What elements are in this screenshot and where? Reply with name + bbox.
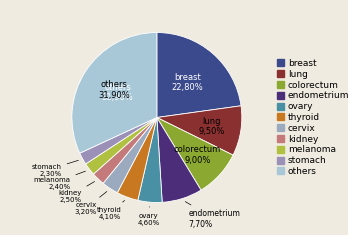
Text: endometrium
7,70%: endometrium 7,70% (185, 202, 240, 228)
Text: stomach
2,30%: stomach 2,30% (32, 160, 78, 177)
Text: kidney
2,50%: kidney 2,50% (58, 182, 95, 203)
Wedge shape (157, 118, 201, 202)
Text: breast
22,80%: breast 22,80% (172, 73, 204, 92)
Wedge shape (80, 118, 157, 164)
Wedge shape (157, 118, 233, 190)
Text: lung
9,50%: lung 9,50% (198, 117, 224, 136)
Wedge shape (72, 32, 157, 153)
Wedge shape (103, 118, 157, 193)
Wedge shape (138, 118, 162, 203)
Wedge shape (86, 118, 157, 174)
Text: melanoma
2,40%: melanoma 2,40% (33, 171, 86, 190)
Text: colorectum
9,00%: colorectum 9,00% (174, 145, 221, 164)
Text: others
31,90%: others 31,90% (102, 83, 133, 102)
Text: ovary
4,60%: ovary 4,60% (137, 207, 160, 226)
Wedge shape (157, 32, 241, 118)
Text: cervix
3,20%: cervix 3,20% (74, 192, 107, 215)
Wedge shape (157, 106, 242, 155)
Legend: breast, lung, colorectum, endometrium, ovary, thyroid, cervix, kidney, melanoma,: breast, lung, colorectum, endometrium, o… (276, 58, 348, 177)
Text: others
31,90%: others 31,90% (98, 80, 130, 100)
Text: thyroid
4,10%: thyroid 4,10% (97, 200, 125, 220)
Wedge shape (94, 118, 157, 183)
Wedge shape (117, 118, 157, 200)
